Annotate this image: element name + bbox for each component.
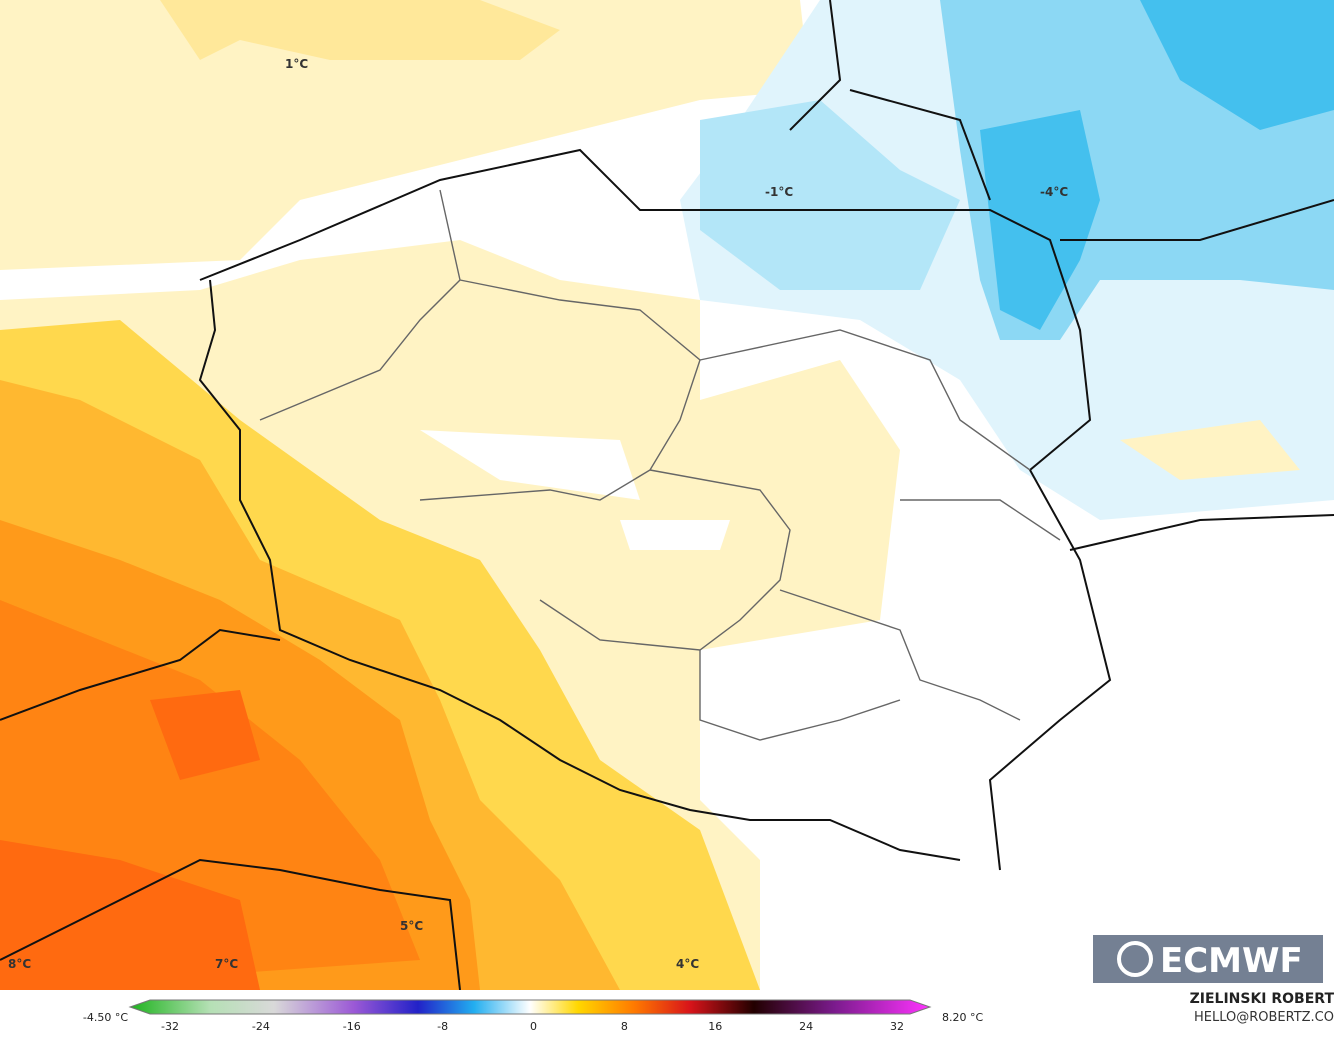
- colorbar-tick: 0: [530, 1020, 537, 1033]
- contour-labels: 1°C -1°C -4°C 5°C 8°C 7°C 4°C: [8, 57, 1068, 971]
- colorbar-tick: -24: [252, 1020, 270, 1033]
- contour-label: 5°C: [400, 919, 423, 933]
- contour-label: 8°C: [8, 957, 31, 971]
- colorbar-tick: 16: [708, 1020, 722, 1033]
- author: ZIELINSKI ROBERT: [1190, 991, 1334, 1007]
- temperature-field: [0, 0, 1334, 990]
- colorbar-tick: 32: [890, 1020, 904, 1033]
- admin-borders: [259, 189, 1061, 741]
- colorbar-min: -4.50 °C: [83, 1011, 128, 1024]
- colorbar: [128, 999, 932, 1015]
- contour-label: 4°C: [676, 957, 699, 971]
- logo-text: ECMWF: [1160, 941, 1303, 981]
- colorbar-max: 8.20 °C: [942, 1011, 983, 1024]
- colorbar-tick: -16: [343, 1020, 361, 1033]
- contour-label: 1°C: [285, 57, 308, 71]
- contour-label: -1°C: [765, 185, 793, 199]
- logo: ECMWF: [1093, 935, 1323, 983]
- colorbar-ticks: -32 -24 -16 -8 0 8 16 24 32: [161, 1020, 904, 1033]
- contour-label: 7°C: [215, 957, 238, 971]
- borders: [0, 0, 1334, 991]
- colorbar-tick: 24: [799, 1020, 813, 1033]
- colorbar-tick: -8: [437, 1020, 448, 1033]
- contour-label: -4°C: [1040, 185, 1068, 199]
- colorbar-tick: -32: [161, 1020, 179, 1033]
- contact: HELLO@ROBERTZ.CO: [1194, 1010, 1334, 1025]
- colorbar-tick: 8: [621, 1020, 628, 1033]
